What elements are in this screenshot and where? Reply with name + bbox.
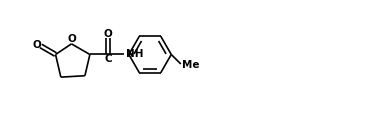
Text: NH: NH: [126, 49, 144, 60]
Text: Me: Me: [182, 60, 200, 70]
Text: O: O: [104, 29, 113, 39]
Text: O: O: [67, 34, 76, 44]
Text: C: C: [105, 54, 112, 64]
Text: O: O: [33, 40, 42, 50]
